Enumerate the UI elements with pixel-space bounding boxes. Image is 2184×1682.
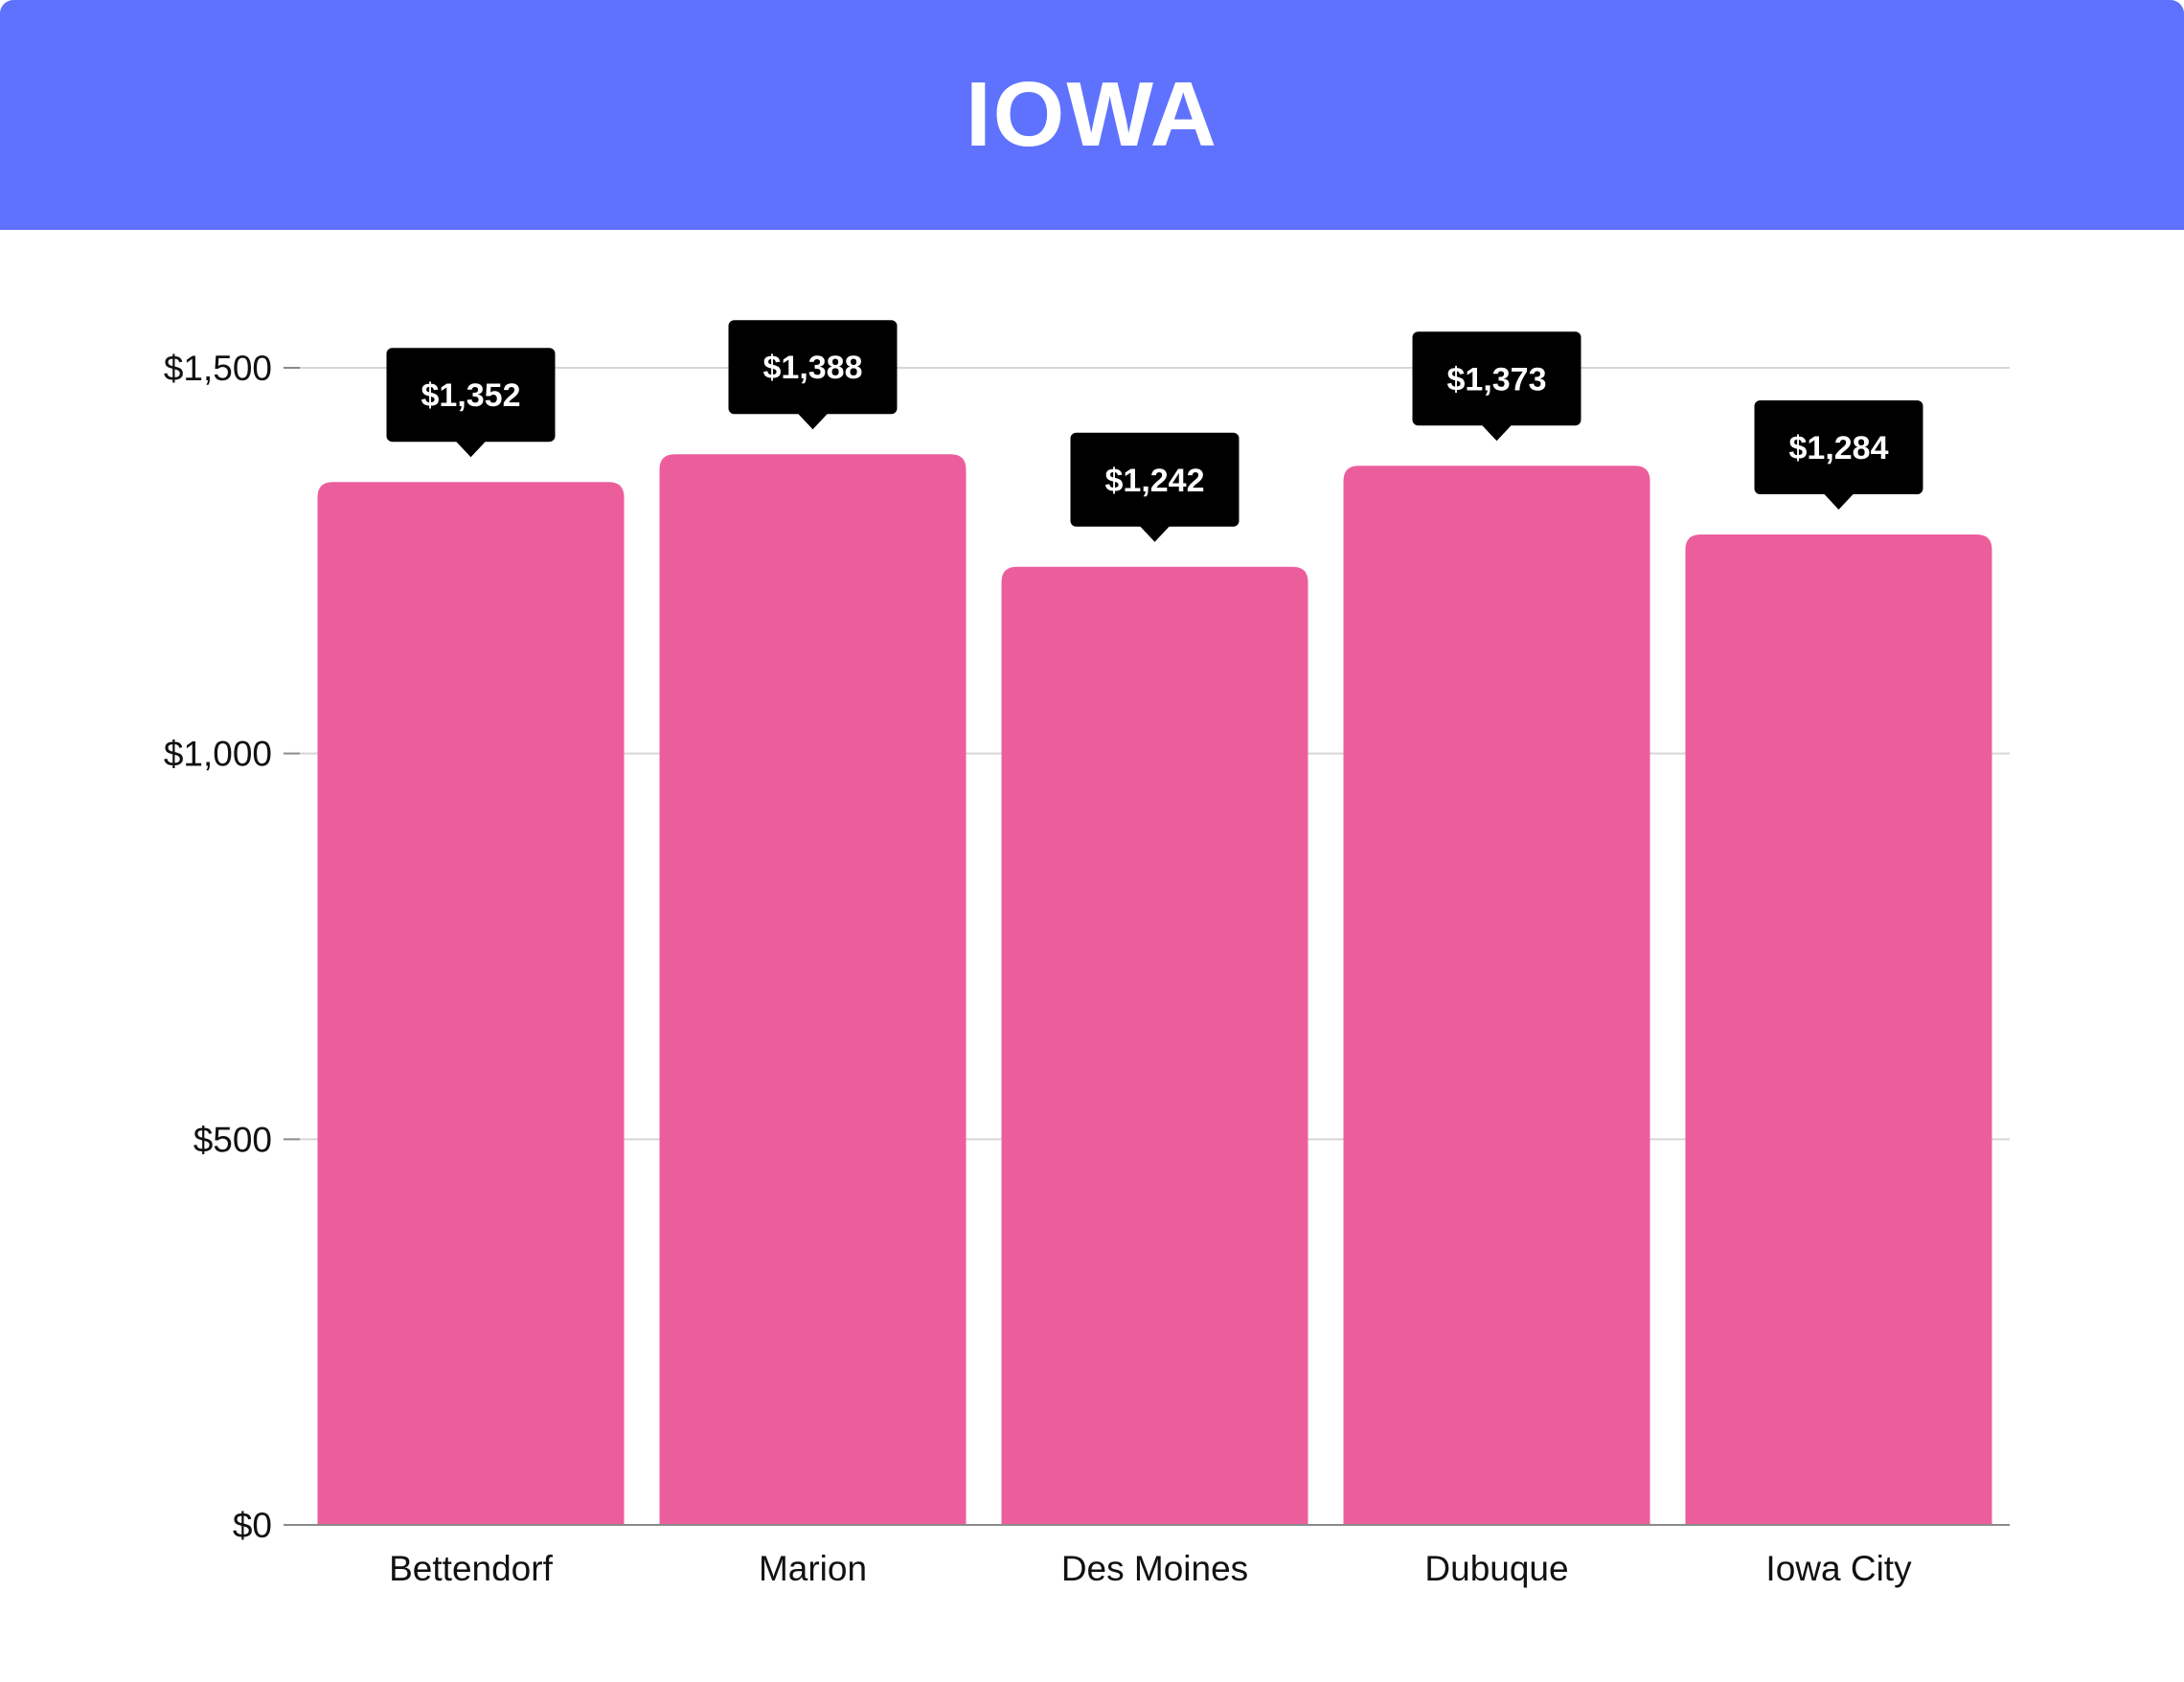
x-tick-label: Iowa City	[1765, 1549, 1912, 1588]
data-label-pointer	[1823, 492, 1854, 510]
x-tick-label: Des Moines	[1061, 1549, 1248, 1588]
data-label-box	[728, 320, 898, 415]
bar[interactable]	[317, 482, 625, 1525]
data-label-box	[1070, 432, 1240, 527]
bar[interactable]	[1001, 566, 1308, 1525]
x-tick-label: Marion	[759, 1549, 867, 1588]
x-tick-label: Bettendorf	[389, 1549, 553, 1588]
data-label: $1,388	[763, 350, 863, 386]
bar[interactable]	[659, 454, 967, 1526]
data-label: $1,284	[1789, 430, 1889, 466]
data-label-pointer	[797, 413, 829, 430]
x-tick-label: Dubuque	[1424, 1549, 1568, 1588]
bar[interactable]	[1343, 466, 1650, 1525]
data-label-box	[1754, 399, 1923, 494]
data-label-box	[386, 348, 556, 443]
data-label-box	[1412, 331, 1581, 426]
data-label: $1,352	[421, 377, 521, 414]
bar[interactable]	[1685, 534, 1992, 1525]
data-label-pointer	[1481, 424, 1513, 442]
chart-header: IOWA	[0, 0, 2184, 230]
y-tick-label: $500	[193, 1120, 272, 1159]
y-tick-label: $1,000	[164, 735, 272, 774]
y-tick-label: $1,500	[164, 349, 272, 388]
data-label-pointer	[455, 441, 487, 458]
data-label: $1,373	[1447, 361, 1547, 398]
bar-chart: $0 $500 $1,000 $1,500 $1,352 Bettendorf $1,388…	[164, 320, 2010, 1588]
data-label: $1,242	[1105, 463, 1205, 499]
chart-title: IOWA	[966, 63, 1218, 166]
y-tick-label: $0	[233, 1506, 272, 1545]
data-label-pointer	[1139, 525, 1171, 542]
